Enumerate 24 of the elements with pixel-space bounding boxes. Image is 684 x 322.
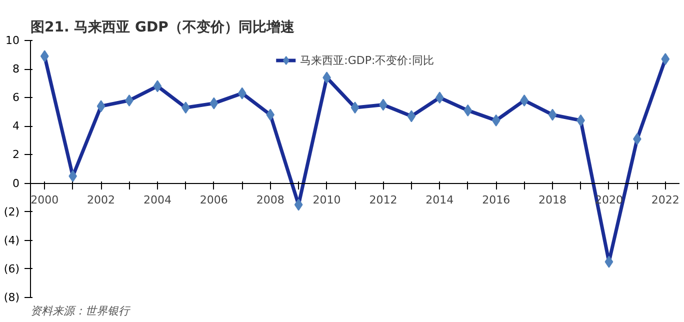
- x-tick-label: 2012: [369, 193, 398, 206]
- y-tick-label: (6): [4, 262, 20, 276]
- x-tick-label: 2000: [30, 193, 59, 206]
- y-tick-label: 0: [12, 176, 20, 190]
- x-tick-label: 2010: [312, 193, 341, 206]
- y-tick-label: (8): [4, 291, 20, 304]
- x-tick-label: 2006: [200, 193, 228, 206]
- x-tick-label: 2008: [256, 193, 284, 206]
- x-tick-label: 2018: [538, 193, 567, 206]
- x-tick-label: 2014: [426, 193, 454, 206]
- text: 资料来源：世界银行: [30, 304, 132, 318]
- chart-title: 图21. 马来西亚 GDP（不变价）同比增速: [30, 18, 296, 36]
- y-tick-label: (4): [4, 234, 20, 247]
- x-tick-label: 2016: [482, 193, 510, 206]
- y-tick-label: 8: [12, 62, 20, 76]
- y-tick-label: (2): [4, 205, 20, 218]
- x-tick-label: 2004: [143, 193, 172, 206]
- x-tick-label: 2002: [87, 193, 116, 206]
- legend-label: 马来西亚:GDP:不变价:同比: [300, 52, 434, 68]
- y-tick-label: 2: [12, 148, 20, 162]
- y-tick-label: 6: [12, 91, 20, 104]
- x-tick-label: 2022: [651, 193, 680, 206]
- y-tick-label: 4: [12, 120, 20, 133]
- y-tick-label: 10: [6, 34, 20, 47]
